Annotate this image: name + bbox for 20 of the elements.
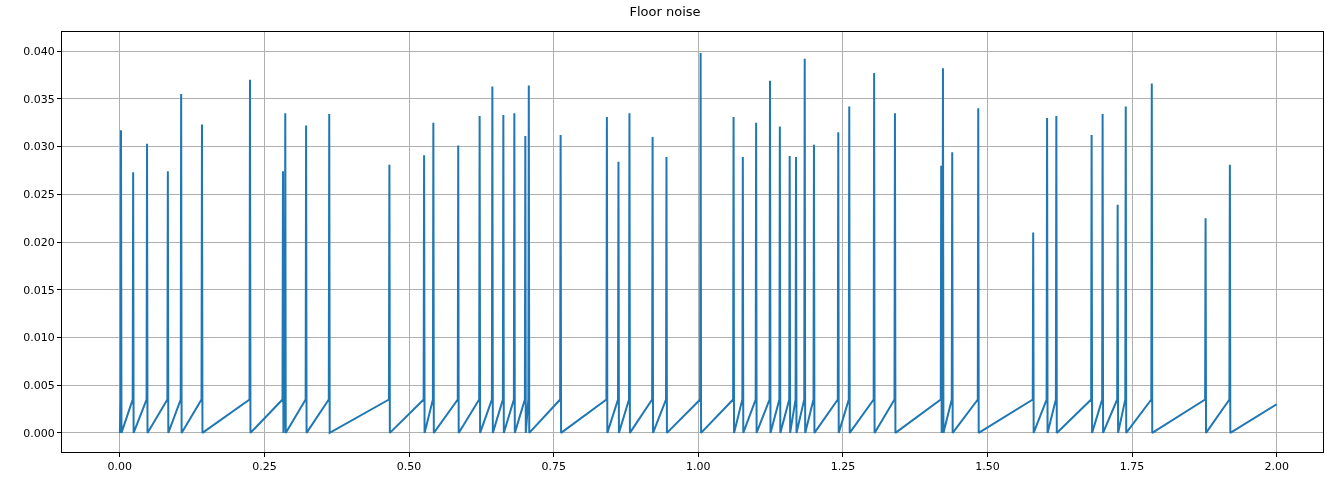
x-tick-label: 0.00 bbox=[107, 460, 133, 474]
line-series bbox=[118, 52, 1278, 434]
y-tick-label: 0.030 bbox=[23, 140, 55, 154]
y-tick-label: 0.020 bbox=[23, 235, 55, 249]
y-tick-label: 0.000 bbox=[23, 426, 55, 440]
x-tick-label: 0.25 bbox=[252, 460, 277, 474]
y-tick-label: 0.010 bbox=[23, 331, 55, 345]
y-tick-label: 0.005 bbox=[23, 379, 55, 393]
x-tick-label: 2.00 bbox=[1264, 460, 1289, 474]
x-tick-label: 1.75 bbox=[1119, 460, 1145, 474]
x-tick-label: 0.75 bbox=[541, 460, 566, 474]
y-tick-label: 0.040 bbox=[23, 44, 55, 58]
y-tick-label: 0.025 bbox=[23, 188, 55, 202]
y-tick-label: 0.015 bbox=[23, 283, 55, 297]
y-tick-label: 0.035 bbox=[23, 92, 55, 106]
x-tick-label: 1.00 bbox=[686, 460, 711, 474]
chart-title: Floor noise bbox=[629, 4, 701, 20]
x-tick-label: 1.50 bbox=[975, 460, 1000, 474]
x-tick-label: 0.50 bbox=[396, 460, 422, 474]
x-tick-label: 1.25 bbox=[830, 460, 856, 474]
